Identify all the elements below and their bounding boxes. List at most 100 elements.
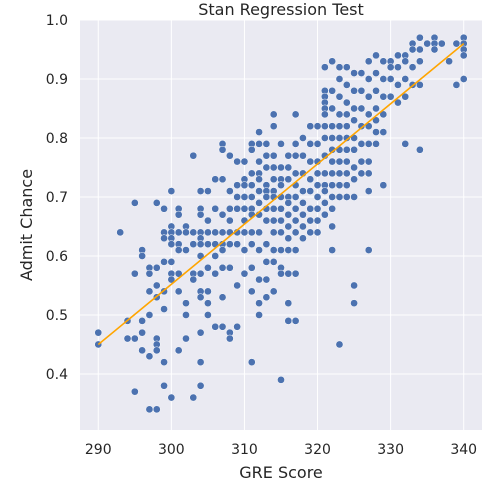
data-point	[160, 358, 168, 367]
data-point	[328, 122, 337, 131]
data-point	[269, 122, 278, 131]
data-point	[196, 381, 205, 390]
data-point	[145, 405, 154, 414]
data-point	[152, 346, 161, 355]
data-point	[328, 222, 337, 231]
data-point	[321, 110, 329, 119]
data-point	[342, 169, 351, 178]
data-point	[284, 234, 293, 243]
data-point	[342, 110, 351, 119]
data-point	[240, 246, 249, 254]
data-point	[138, 346, 146, 355]
data-point	[328, 169, 337, 178]
plot-area	[80, 20, 482, 430]
data-point	[335, 157, 344, 166]
data-point	[269, 110, 278, 119]
data-point	[328, 157, 337, 166]
data-point	[94, 328, 103, 337]
data-point	[321, 134, 329, 142]
data-point	[350, 145, 358, 154]
data-point	[269, 228, 278, 237]
data-point	[277, 376, 285, 384]
data-point	[138, 328, 146, 337]
data-point	[247, 263, 256, 272]
x-tick-label: 340	[450, 442, 477, 458]
data-point	[225, 263, 234, 272]
data-point	[342, 81, 351, 89]
data-point	[277, 269, 285, 278]
y-tick-label: 1.0	[46, 13, 68, 29]
data-point	[247, 228, 256, 237]
data-point	[196, 293, 205, 302]
data-point	[240, 181, 249, 190]
data-point	[291, 246, 300, 254]
data-point	[145, 269, 154, 278]
data-point	[189, 393, 198, 402]
data-point	[167, 240, 176, 249]
y-tick-label: 0.8	[46, 131, 68, 147]
data-point	[269, 204, 278, 213]
x-tick-label: 330	[377, 442, 404, 458]
data-point	[321, 187, 329, 195]
data-point	[335, 110, 344, 119]
data-point	[255, 128, 263, 136]
data-point	[386, 92, 395, 101]
data-point	[255, 299, 263, 308]
data-point	[204, 240, 212, 249]
data-point	[204, 228, 212, 237]
data-point	[233, 181, 241, 190]
data-point	[364, 75, 373, 83]
data-point	[335, 92, 344, 101]
data-point	[196, 269, 205, 278]
data-point	[174, 346, 183, 355]
x-tick-label: 300	[158, 442, 185, 458]
data-point	[240, 269, 249, 278]
data-point	[423, 39, 432, 48]
data-point	[167, 187, 176, 195]
data-point	[255, 187, 263, 195]
data-point	[233, 193, 241, 201]
data-point	[211, 322, 220, 331]
data-point	[160, 234, 168, 243]
data-point	[350, 104, 358, 113]
data-point	[204, 187, 212, 195]
data-point	[306, 157, 315, 166]
data-point	[152, 263, 161, 272]
data-point	[152, 405, 161, 414]
data-point	[255, 311, 263, 319]
data-point	[291, 110, 300, 119]
data-point	[269, 151, 278, 160]
data-point	[247, 287, 256, 296]
data-point	[277, 140, 285, 148]
data-point	[364, 187, 373, 195]
data-point	[291, 228, 300, 237]
data-point	[357, 140, 366, 148]
data-point	[269, 246, 278, 254]
data-point	[299, 187, 307, 195]
data-point	[262, 151, 271, 160]
data-point	[379, 181, 388, 190]
data-point	[211, 228, 220, 237]
data-point	[277, 228, 285, 237]
data-point	[379, 128, 388, 136]
data-point	[233, 157, 241, 166]
data-point	[364, 57, 373, 66]
data-point	[313, 122, 322, 131]
data-point	[167, 275, 176, 284]
data-point	[364, 140, 373, 148]
data-point	[452, 81, 461, 89]
data-point	[174, 246, 183, 254]
data-point	[408, 63, 417, 72]
data-point	[189, 151, 198, 160]
data-point	[160, 305, 168, 313]
data-point	[306, 187, 315, 195]
data-point	[372, 140, 380, 148]
data-point	[284, 317, 293, 325]
data-point	[204, 299, 212, 308]
data-point	[262, 216, 271, 225]
data-point	[240, 193, 249, 201]
data-point	[233, 240, 241, 249]
data-point	[174, 228, 183, 237]
data-point	[357, 86, 366, 95]
x-tick-label: 290	[85, 442, 112, 458]
